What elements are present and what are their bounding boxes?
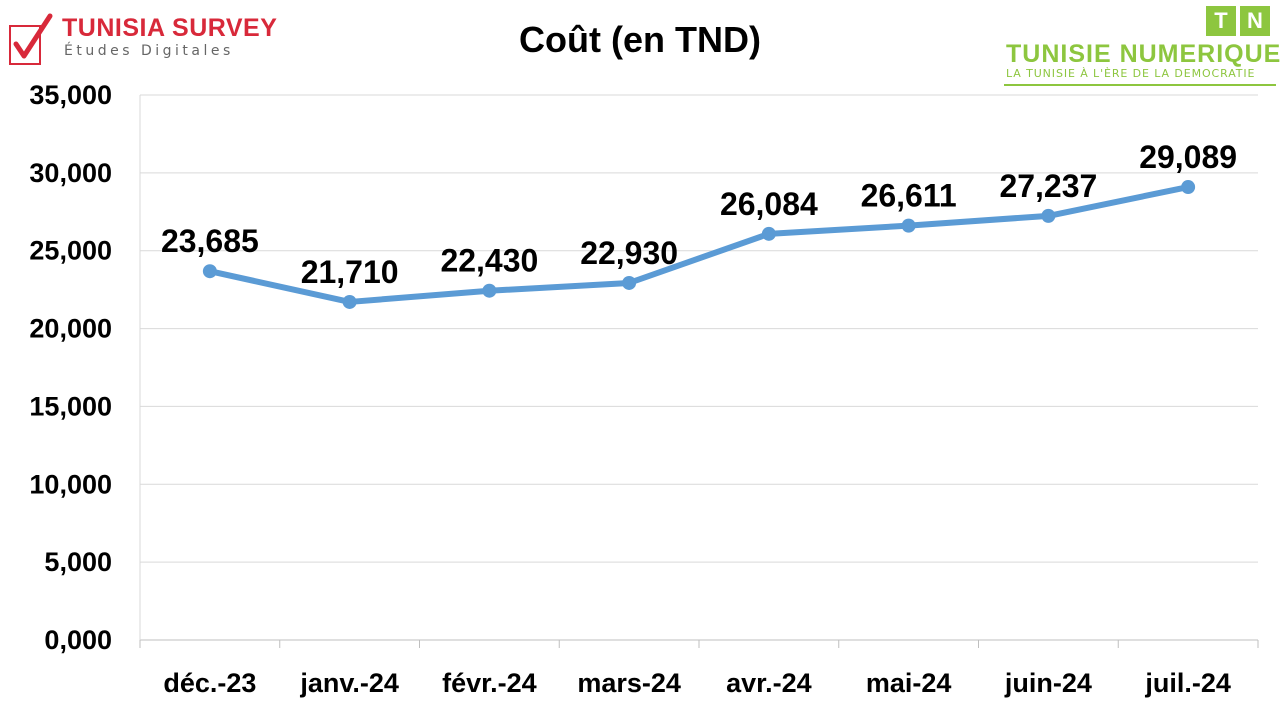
data-point [202, 264, 217, 279]
x-tick-label: avr.-24 [726, 668, 812, 698]
data-label: 26,084 [720, 186, 818, 222]
tunisie-numerique-logo: T N TUNISIE NUMERIQUE LA TUNISIE À L'ÈRE… [1000, 6, 1280, 88]
data-point [482, 283, 497, 298]
series-group [202, 180, 1196, 309]
y-tick-label: 30,000 [29, 158, 112, 188]
x-tick-label: mai-24 [866, 668, 952, 698]
tunisia-survey-brand: TUNISIA SURVEY [62, 14, 278, 42]
data-label: 22,430 [440, 243, 538, 279]
x-tick-label: juin-24 [1004, 668, 1092, 698]
tunisia-survey-subtitle: Études Digitales [64, 43, 234, 59]
x-tick-label: mars-24 [577, 668, 681, 698]
data-label: 29,089 [1139, 139, 1237, 175]
data-point [342, 294, 357, 309]
y-tick-label: 15,000 [29, 391, 112, 421]
checkmark-icon [9, 13, 53, 65]
logo-letter-t: T [1206, 6, 1236, 36]
data-point [761, 226, 776, 241]
data-labels: 23,685 21,710 22,430 22,930 26,084 26,611 27,2… [161, 139, 1237, 290]
data-point [901, 218, 916, 233]
chart-title: Coût (en TND) [519, 19, 761, 60]
series-line [206, 184, 1192, 305]
tunisie-numerique-tagline: LA TUNISIE À L'ÈRE DE LA DEMOCRATIE [1006, 67, 1256, 80]
x-axis-ticks: déc.-23 janv.-24 févr.-24 mars-24 avr.-24 mai… [163, 668, 1231, 698]
data-label: 27,237 [999, 168, 1097, 204]
y-tick-label: 10,000 [29, 469, 112, 499]
x-tick-label: déc.-23 [163, 668, 256, 698]
y-tick-label: 0,000 [44, 625, 112, 655]
y-tick-label: 25,000 [29, 236, 112, 266]
data-point [1041, 208, 1056, 223]
data-label: 23,685 [161, 223, 259, 259]
x-tick-label: févr.-24 [442, 668, 537, 698]
data-label: 26,611 [861, 178, 957, 214]
logo-underline [1004, 84, 1276, 86]
x-tick-label: juil.-24 [1144, 668, 1231, 698]
gridlines [139, 94, 1259, 648]
data-label: 22,930 [580, 235, 678, 271]
data-point [622, 275, 637, 290]
logo-letter-n: N [1240, 6, 1270, 36]
data-point [1181, 180, 1196, 195]
tunisia-survey-logo: TUNISIA SURVEY Études Digitales [6, 10, 278, 70]
x-tick-label: janv.-24 [299, 668, 399, 698]
y-tick-label: 5,000 [44, 547, 112, 577]
data-label: 21,710 [301, 254, 399, 290]
y-tick-label: 35,000 [29, 80, 112, 110]
tunisie-numerique-name: TUNISIE NUMERIQUE [1006, 40, 1280, 68]
y-axis-ticks: 0,000 5,000 10,000 15,000 20,000 25,000 30,000… [29, 80, 112, 655]
y-tick-label: 20,000 [29, 314, 112, 344]
